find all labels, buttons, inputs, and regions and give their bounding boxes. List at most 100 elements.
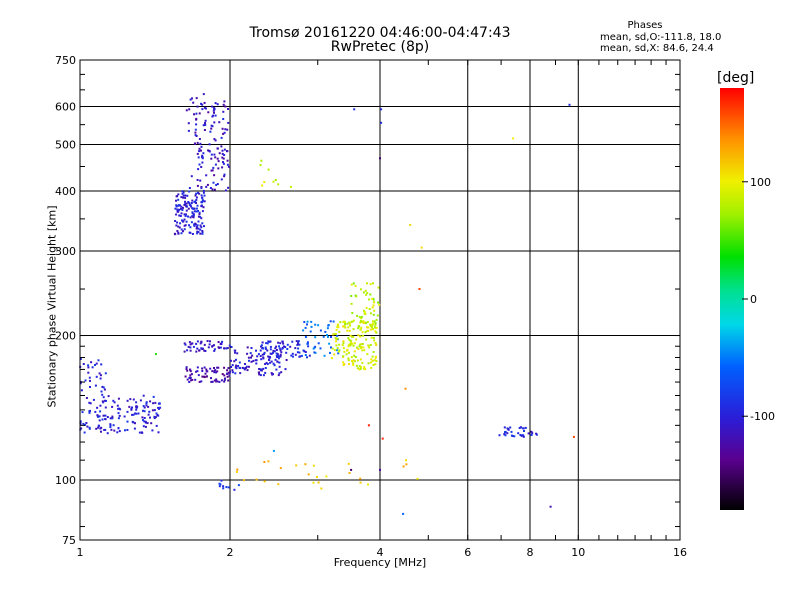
- data-point: [198, 192, 201, 195]
- data-point: [185, 220, 188, 223]
- data-point: [279, 342, 282, 345]
- data-point: [197, 210, 199, 212]
- data-point: [203, 343, 206, 346]
- data-point: [187, 215, 190, 218]
- data-point: [276, 360, 279, 363]
- data-point: [201, 196, 204, 199]
- data-point: [294, 347, 297, 350]
- data-point: [367, 330, 369, 332]
- data-point: [222, 162, 225, 165]
- data-point: [331, 347, 334, 350]
- data-point: [216, 147, 219, 150]
- data-point: [270, 372, 273, 375]
- data-point: [203, 200, 206, 203]
- data-point: [279, 353, 282, 356]
- data-point: [342, 321, 345, 324]
- data-point: [353, 350, 356, 353]
- data-point: [195, 370, 198, 373]
- data-point: [181, 209, 184, 211]
- data-point: [310, 320, 313, 323]
- data-point: [189, 216, 192, 219]
- data-point: [211, 380, 214, 383]
- data-point: [175, 224, 178, 227]
- data-point: [94, 364, 96, 366]
- data-point: [215, 184, 218, 186]
- data-point: [504, 434, 507, 437]
- data-point: [117, 412, 120, 415]
- data-point: [202, 191, 205, 194]
- stats-o-mode: mean, sd,O:-111.8, 18.0: [600, 32, 722, 43]
- data-point: [98, 372, 101, 375]
- data-point: [182, 220, 185, 223]
- data-point: [216, 157, 219, 160]
- data-point: [185, 109, 188, 112]
- data-point: [375, 326, 378, 329]
- data-point: [195, 192, 198, 195]
- data-point: [227, 186, 230, 189]
- data-point: [111, 405, 114, 408]
- data-point: [220, 479, 223, 482]
- data-point: [213, 174, 216, 177]
- data-point: [372, 313, 375, 316]
- data-point: [304, 336, 307, 338]
- data-point: [239, 372, 242, 375]
- data-point: [194, 222, 197, 225]
- data-point: [97, 359, 100, 362]
- data-point: [213, 379, 216, 382]
- data-point: [342, 340, 345, 343]
- data-point: [522, 427, 525, 430]
- data-point: [179, 204, 181, 207]
- data-point: [369, 361, 372, 364]
- data-point: [226, 372, 229, 375]
- data-point: [215, 380, 218, 383]
- data-point: [82, 363, 85, 365]
- data-point: [188, 376, 191, 379]
- data-point: [312, 481, 315, 484]
- data-point: [117, 417, 120, 420]
- data-point: [109, 417, 112, 420]
- data-point: [360, 347, 362, 350]
- data-point: [261, 184, 264, 187]
- data-point: [180, 232, 183, 235]
- data-point: [200, 217, 203, 220]
- data-point: [178, 208, 181, 211]
- data-point: [107, 395, 110, 398]
- data-point: [191, 199, 194, 202]
- data-point: [197, 191, 199, 194]
- data-point: [280, 371, 283, 374]
- data-point: [336, 337, 339, 340]
- data-point: [498, 434, 501, 437]
- data-point: [326, 334, 328, 336]
- data-point: [366, 353, 369, 356]
- data-point: [183, 218, 186, 221]
- data-point: [227, 486, 230, 489]
- data-point: [307, 473, 310, 476]
- data-point: [195, 227, 198, 230]
- data-point: [132, 398, 135, 401]
- data-point: [117, 427, 120, 430]
- data-point: [352, 328, 355, 331]
- data-point: [199, 179, 202, 182]
- data-point: [224, 377, 226, 380]
- data-point: [85, 422, 88, 424]
- data-point: [177, 210, 180, 213]
- data-point: [104, 414, 107, 417]
- data-point: [216, 103, 219, 106]
- data-point: [210, 124, 213, 127]
- data-point: [146, 422, 149, 425]
- data-point: [200, 347, 203, 350]
- data-point: [265, 361, 268, 364]
- data-point: [119, 408, 122, 411]
- data-point: [352, 344, 355, 347]
- data-point: [205, 185, 208, 188]
- data-point: [201, 161, 204, 164]
- data-point: [364, 331, 367, 334]
- data-point: [99, 404, 102, 407]
- data-point: [260, 358, 263, 361]
- data-point: [373, 339, 376, 342]
- data-point: [182, 206, 184, 209]
- data-point: [276, 353, 279, 356]
- data-point: [152, 402, 155, 405]
- x-tick-label: 6: [464, 546, 471, 559]
- data-point: [203, 194, 206, 197]
